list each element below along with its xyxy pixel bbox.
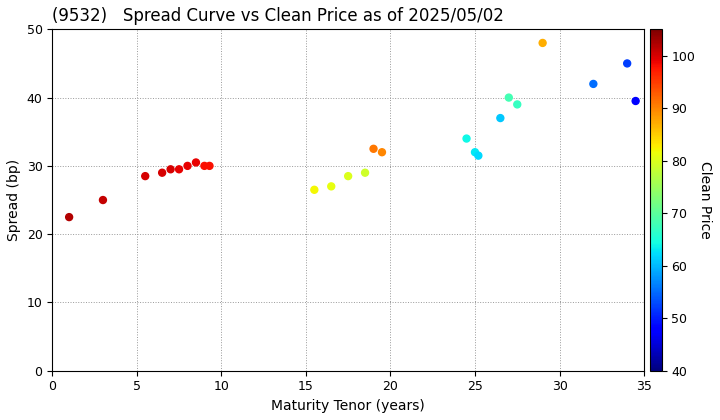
X-axis label: Maturity Tenor (years): Maturity Tenor (years)	[271, 399, 425, 413]
Point	[199, 163, 210, 169]
Point	[343, 173, 354, 179]
Point	[368, 145, 379, 152]
Point	[140, 173, 151, 179]
Y-axis label: Clean Price: Clean Price	[698, 161, 712, 239]
Point	[377, 149, 388, 155]
Point	[156, 169, 168, 176]
Point	[461, 135, 472, 142]
Point	[469, 149, 481, 155]
Point	[181, 163, 193, 169]
Point	[630, 97, 642, 104]
Point	[511, 101, 523, 108]
Point	[472, 152, 484, 159]
Point	[325, 183, 337, 190]
Point	[495, 115, 506, 121]
Point	[588, 81, 599, 87]
Point	[63, 214, 75, 220]
Point	[621, 60, 633, 67]
Y-axis label: Spread (bp): Spread (bp)	[7, 159, 21, 241]
Point	[97, 197, 109, 203]
Point	[359, 169, 371, 176]
Point	[190, 159, 202, 166]
Point	[503, 94, 515, 101]
Point	[204, 163, 215, 169]
Point	[537, 39, 549, 46]
Point	[174, 166, 185, 173]
Point	[165, 166, 176, 173]
Point	[309, 186, 320, 193]
Text: (9532)   Spread Curve vs Clean Price as of 2025/05/02: (9532) Spread Curve vs Clean Price as of…	[53, 7, 504, 25]
